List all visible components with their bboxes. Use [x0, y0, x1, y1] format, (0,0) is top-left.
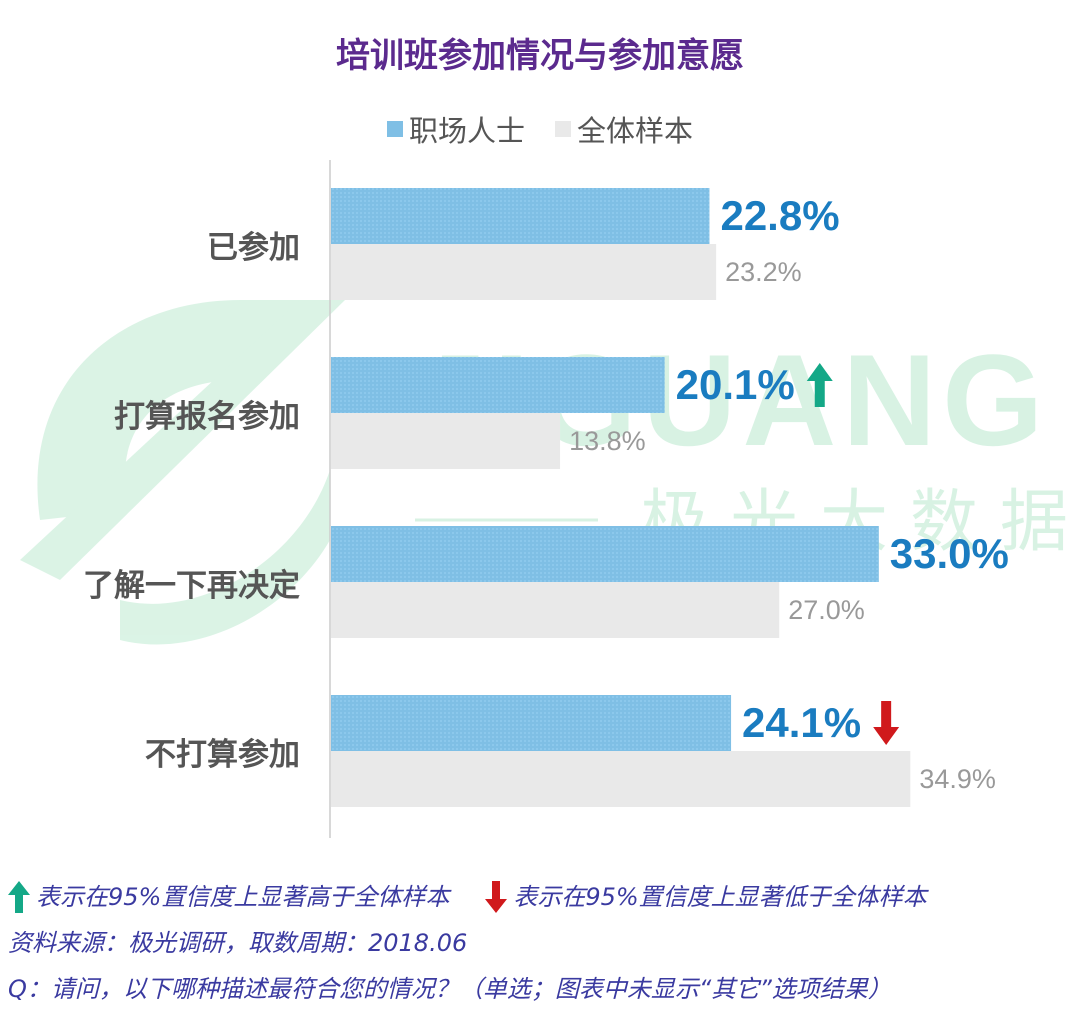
significance-notes: 表示在95%置信度上显著高于全体样本 表示在95%置信度上显著低于全体样本: [8, 874, 1078, 920]
bar-series2: [331, 582, 780, 638]
question-note: Q：请问，以下哪种描述最符合您的情况？（单选；图表中未显示“其它”选项结果）: [8, 975, 892, 1003]
category-label: 已参加: [207, 230, 300, 266]
legend-item-series1: 职场人士: [386, 108, 525, 150]
data-label-series1: 20.1%: [676, 361, 795, 408]
significance-up-arrow-icon: [806, 363, 833, 407]
bar-series1: [331, 695, 732, 751]
chart-legend: 职场人士 全体样本: [0, 108, 1080, 150]
bar-series2: [331, 413, 561, 469]
legend-swatch-series2: [555, 121, 571, 137]
category-label: 不打算参加: [145, 737, 300, 773]
category-label: 了解一下再决定: [83, 568, 300, 604]
bar-series1: [331, 357, 665, 413]
bar-series2: [331, 751, 911, 807]
bar-series1: [331, 188, 710, 244]
data-label-series2: 23.2%: [725, 257, 802, 287]
data-label-series1: 33.0%: [890, 530, 1009, 577]
significance-down-arrow-icon: [873, 701, 900, 745]
data-label-series2: 27.0%: [788, 595, 865, 625]
footnotes: 表示在95%置信度上显著高于全体样本 表示在95%置信度上显著低于全体样本 资料…: [8, 874, 1078, 1012]
source-note: 资料来源：极光调研，取数周期：2018.06: [8, 929, 468, 957]
chart-title: 培训班参加情况与参加意愿: [336, 36, 744, 76]
data-label-series1: 22.8%: [720, 192, 839, 239]
legend-label-series2: 全体样本: [577, 114, 694, 148]
down-arrow-icon: [485, 881, 508, 913]
down-note: 表示在95%置信度上显著低于全体样本: [513, 883, 927, 911]
legend-label-series1: 职场人士: [408, 114, 525, 148]
up-note: 表示在95%置信度上显著高于全体样本: [36, 883, 450, 911]
chart-plot: 已参加 23.2% 22.8% 打算报名参加 13.8% 20.1% 了解一下再决定 27.0…: [83, 160, 1009, 838]
up-arrow-icon: [8, 881, 30, 913]
category-label: 打算报名参加: [114, 399, 300, 435]
legend-swatch-series1: [386, 121, 403, 137]
data-label-series1: 24.1%: [742, 699, 861, 746]
bar-series1: [331, 526, 879, 582]
legend-item-series2: 全体样本: [555, 108, 693, 150]
data-label-series2: 34.9%: [919, 764, 996, 794]
bar-series2: [331, 244, 717, 300]
data-label-series2: 13.8%: [569, 426, 646, 456]
